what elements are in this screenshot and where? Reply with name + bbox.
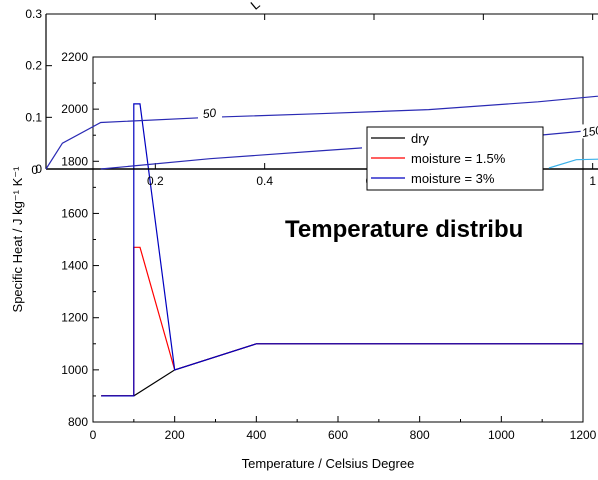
x-tick-label: 600 — [328, 428, 348, 442]
contour-line-0 — [45, 95, 598, 170]
front-chart-title: Temperature distribu — [285, 216, 523, 243]
contour-label: 150 — [581, 123, 598, 140]
x-tick-label: 200 — [165, 428, 185, 442]
x-tick-label: 1200 — [570, 428, 597, 442]
contour-label: 50 — [202, 105, 217, 121]
y-axis-label: Specific Heat / J kg⁻¹ K⁻¹ — [10, 166, 25, 313]
legend: dry moisture = 1.5% moisture = 3% — [366, 126, 544, 191]
specific-heat-chart: 0 200 400 600 800 1000 1200 800 1000 1200 1400 1600… — [10, 50, 597, 471]
y-tick-label: 1800 — [61, 154, 88, 168]
front-y-tick-label: 0.3 — [25, 7, 42, 21]
y-tick-label: 1200 — [61, 311, 88, 325]
legend-entry: moisture = 3% — [411, 171, 495, 186]
front-x-tick-label: 0.4 — [256, 174, 273, 188]
x-tick-label: 0 — [90, 428, 97, 442]
x-tick-label: 800 — [410, 428, 430, 442]
y-tick-label: 800 — [68, 415, 88, 429]
y-tick-label: 1600 — [61, 206, 88, 220]
temperature-distribution-chart: 00.10.20.30.20.40.6105010150LTemperature… — [25, 0, 598, 243]
front-x-origin-label: 0 — [31, 163, 38, 177]
contour-line-2 — [548, 158, 598, 169]
y-tick-label: 2000 — [61, 102, 88, 116]
front-y-tick-label: 0.2 — [25, 59, 42, 73]
series-line-1 — [101, 246, 583, 397]
front-y-tick-label: 0.1 — [25, 110, 42, 124]
legend-entry: dry — [411, 131, 430, 146]
y-tick-label: 1400 — [61, 259, 88, 273]
front-top-label-fragment: L — [248, 0, 263, 13]
x-tick-label: 400 — [246, 428, 266, 442]
front-y-tick-label: 0 — [35, 162, 42, 176]
y-tick-label: 1000 — [61, 363, 88, 377]
x-axis-label: Temperature / Celsius Degree — [242, 456, 415, 471]
y-tick-label: 2200 — [61, 50, 88, 64]
contour-label-bg — [198, 106, 222, 121]
front-x-tick-label: 1 — [589, 174, 596, 188]
front-x-tick-label: 0.2 — [147, 174, 164, 188]
legend-entry: moisture = 1.5% — [411, 151, 506, 166]
series-line-0 — [101, 343, 583, 397]
x-tick-label: 1000 — [488, 428, 515, 442]
series-line-2 — [101, 103, 583, 397]
contour-label-bg — [580, 124, 598, 139]
